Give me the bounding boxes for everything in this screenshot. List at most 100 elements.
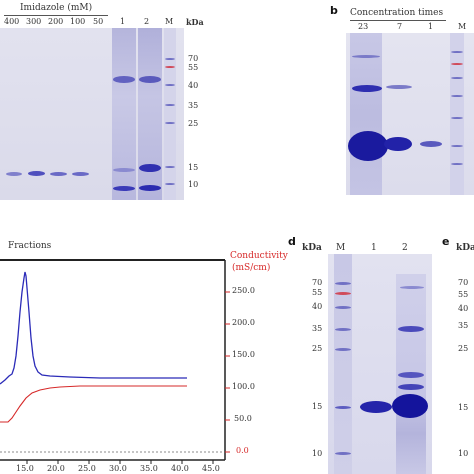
band-300 [28,171,45,176]
right-tick-250: 250.0 [232,286,255,295]
marker-e-15: 15 [458,403,469,412]
conc-50: 50 [93,17,104,26]
right-tick-100: 100.0 [232,382,255,391]
lane-2-band-35-d [398,326,424,332]
lane-23-smear [350,33,382,195]
right-axis-ticks [225,291,230,453]
x-axis-ticks [26,460,214,464]
marker-d-band-25 [335,348,351,351]
lane-1-band-main [420,141,442,147]
marker-15: 15 [188,163,199,172]
lane-23-band-high [352,55,380,58]
lane-7-band-40 [386,85,412,89]
imidazole-label: Imidazole (mM) [20,3,93,13]
marker-lane-d [334,254,352,474]
conductivity-label: Conductivity [230,251,288,261]
lane-m-label-d: M [336,243,346,253]
right-tick-200: 200.0 [232,318,255,327]
conc-100: 100 [70,17,86,26]
x-tick-15: 15.0 [16,464,34,473]
marker-e-70: 70 [458,278,469,287]
band-400 [6,172,22,176]
marker-d-band-35 [335,328,351,331]
lane-1-label: 1 [120,17,126,26]
marker-b-4 [451,95,463,97]
marker-d-35: 35 [312,324,323,333]
marker-b-7 [451,163,463,165]
lane-2-band-10 [139,185,161,191]
x-tick-25: 25.0 [78,464,96,473]
marker-band-25 [165,122,175,124]
marker-b-6 [451,145,463,147]
lane-2-label-d: 2 [402,243,408,253]
marker-d-40: 40 [312,302,323,311]
marker-55: 55 [188,63,199,72]
marker-band-70 [165,58,175,60]
lane-2-band-20-d [398,372,424,378]
marker-d-band-10 [335,452,351,455]
marker-25: 25 [188,119,199,128]
marker-d-band-40 [335,306,351,309]
right-tick-0: 0.0 [236,446,249,455]
lane-1-label-d: 1 [371,243,377,253]
lane-2-band-17-d [398,384,424,390]
marker-lane-a [164,28,176,200]
x-tick-40: 40.0 [171,464,189,473]
kda-label-e: kDa [456,243,474,253]
marker-e-25: 25 [458,344,469,353]
lane-1-band-15 [113,168,135,172]
marker-70: 70 [188,54,199,63]
conc-300: 300 [26,17,42,26]
marker-35: 35 [188,101,199,110]
marker-e-10: 10 [458,449,469,458]
panel-d-letter: d [288,235,296,248]
conductivity-unit: (mS/cm) [232,263,271,273]
marker-band-55 [165,66,175,68]
band-200 [50,172,67,176]
lane-23-label: 23 [358,22,369,31]
lane-2-band-high-d [400,286,424,289]
lane-1-label-b: 1 [428,22,434,31]
right-tick-150: 150.0 [232,350,255,359]
marker-d-band-15 [335,406,351,409]
marker-e-55: 55 [458,290,469,299]
fractions-label: Fractions [8,241,52,251]
lane-7-band-main [384,137,412,151]
gel-image-d [328,254,432,474]
marker-40: 40 [188,81,199,90]
panel-b-letter: b [330,4,338,17]
marker-d-band-70 [335,282,351,285]
gel-image-b [346,33,474,195]
kda-label: kDa [186,17,204,27]
marker-b-2 [451,63,463,65]
gel-image-a [0,28,184,200]
right-tick-50: 50.0 [234,414,252,423]
marker-d-15: 15 [312,402,323,411]
x-tick-45: 45.0 [202,464,220,473]
marker-band-40 [165,84,175,86]
lane-2-band-main-d [392,394,428,418]
marker-d-25: 25 [312,344,323,353]
lane-1-band-d [360,401,392,413]
x-tick-20: 20.0 [47,464,65,473]
marker-b-5 [451,117,463,119]
marker-d-band-55 [335,292,351,295]
band-100 [72,172,89,176]
lane-1-smear [112,28,136,200]
lane-1-band-40 [113,76,135,83]
x-tick-35: 35.0 [140,464,158,473]
marker-d-70: 70 [312,278,323,287]
lane-2-smear [138,28,162,200]
marker-10: 10 [188,180,199,189]
conductivity-trace [0,385,187,423]
lane-2-band-15 [139,164,161,172]
lane-2-label: 2 [144,17,150,26]
marker-band-35 [165,104,175,106]
concentration-title: Concentration times [350,8,444,18]
marker-lane-b [450,33,464,195]
concentration-underline [350,20,446,21]
panel-e-letter: e [442,235,450,248]
conc-200: 200 [48,17,64,26]
x-tick-30: 30.0 [109,464,127,473]
marker-e-35: 35 [458,321,469,330]
